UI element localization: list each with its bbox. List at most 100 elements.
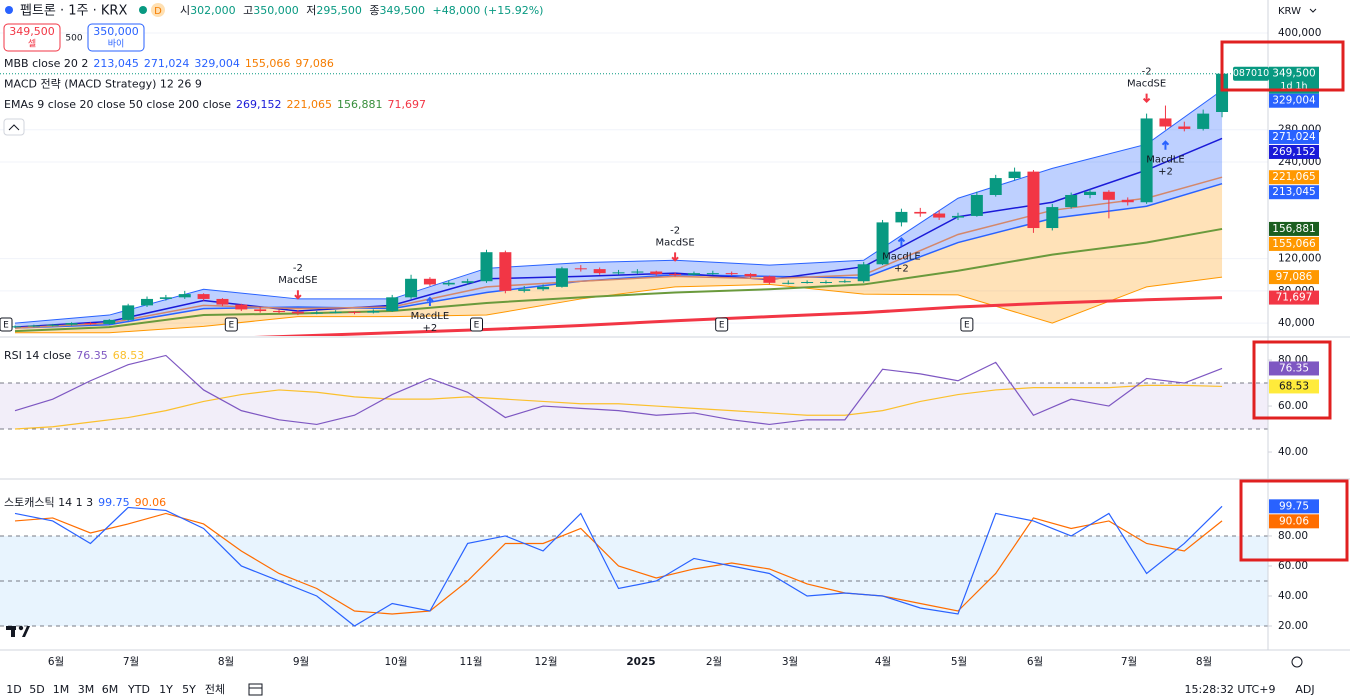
sell-button[interactable]: [3, 23, 61, 52]
range-button[interactable]: 5Y: [182, 683, 196, 696]
earnings-marker[interactable]: [715, 317, 729, 332]
indicator-line: [14, 354, 1223, 426]
legend-value: 213,045: [93, 57, 139, 70]
adj-button[interactable]: ADJ: [1295, 683, 1314, 696]
candle-body: [348, 311, 361, 313]
candle-body: [706, 273, 719, 275]
price-pane: -2MacdSE-2MacdSE-2MacdSEMacdLE+2MacdLE+2…: [0, 32, 1268, 336]
settings-icon[interactable]: [1291, 656, 1303, 668]
y-tick-label: 60.00: [1278, 400, 1308, 412]
buy-label: 바이: [108, 39, 125, 50]
value-tag-label: 76.35: [1279, 362, 1309, 374]
highlight-box: [1220, 40, 1345, 92]
value-tag: [1269, 361, 1319, 376]
legend-value: 97,086: [295, 57, 334, 70]
earnings-marker[interactable]: [224, 317, 238, 332]
candle-body: [122, 305, 135, 320]
collapse-button[interactable]: [3, 118, 25, 136]
currency[interactable]: KRW: [1278, 6, 1301, 17]
range-button[interactable]: 1Y: [159, 683, 173, 696]
candle-body: [103, 319, 116, 324]
calendar-icon[interactable]: [248, 683, 263, 696]
candle-body: [442, 282, 455, 285]
candle-body: [1027, 171, 1040, 229]
candle-body: [838, 281, 851, 283]
candle-body: [197, 294, 210, 299]
buy-button[interactable]: [87, 23, 145, 52]
candle-body: [1008, 171, 1021, 179]
legend-value: 156,881: [337, 98, 383, 111]
x-tick-label: 6월: [48, 656, 64, 668]
value-tag-label: 156,881: [1272, 223, 1315, 235]
candle-body: [518, 289, 531, 291]
legend-value: 76.35: [76, 349, 108, 362]
candle-body: [461, 281, 474, 283]
change: +48,000 (+15.92%): [433, 4, 544, 17]
candle-body: [27, 325, 40, 327]
signal-qty: +2: [1158, 167, 1173, 178]
value: 349,500: [380, 4, 426, 17]
countdown: 1d 1h: [1280, 81, 1307, 92]
range-button[interactable]: 3M: [78, 683, 95, 696]
indicator-line: [14, 227, 1223, 333]
sell-price: 349,500: [9, 25, 55, 38]
candle-body: [631, 271, 644, 273]
candle-body: [1121, 199, 1134, 203]
value-tag: [1269, 129, 1319, 144]
rsi-legend: RSI 14 close 76.35 68.53: [4, 349, 144, 362]
signal-arrow: [1142, 93, 1151, 104]
earnings-marker[interactable]: [470, 317, 483, 332]
label: 저: [306, 4, 316, 17]
range-button[interactable]: 5D: [29, 683, 44, 696]
value-tag: [1269, 379, 1319, 394]
candle-body: [141, 298, 154, 306]
band-fill: [15, 183, 1223, 333]
value: 302,000: [190, 4, 236, 17]
signal-qty: -2: [293, 263, 303, 274]
earnings-marker[interactable]: [960, 317, 974, 332]
value-tag-label: 271,024: [1272, 131, 1316, 143]
sell-label: 셀: [28, 39, 36, 50]
range-button[interactable]: 6M: [102, 683, 119, 696]
range-button[interactable]: 1D: [6, 683, 21, 696]
candle-body: [159, 297, 172, 299]
signal-name: MacdSE: [1127, 79, 1166, 90]
x-tick-label: 5월: [951, 656, 967, 668]
candle-body: [876, 222, 889, 265]
range-button[interactable]: YTD: [127, 683, 150, 696]
signal-name: MacdLE: [411, 311, 450, 322]
status-dot: [139, 6, 147, 14]
earnings-marker[interactable]: [0, 317, 13, 332]
y-tick-label: 80.00: [1278, 530, 1308, 542]
candle-body: [9, 326, 21, 328]
x-tick-label: 2025: [626, 656, 655, 668]
y-tick-label: 40.00: [1278, 446, 1308, 458]
collapse-icon: [8, 124, 20, 131]
value: 350,000: [253, 4, 299, 17]
candle-body: [1140, 118, 1153, 203]
value-tag: [1269, 221, 1319, 236]
value-tag-label: 71,697: [1276, 292, 1313, 304]
legend-value: 68.53: [113, 349, 145, 362]
value-tag-label: 97,086: [1276, 271, 1313, 283]
spread: 500: [65, 34, 82, 44]
candle-body: [235, 304, 248, 310]
range-button[interactable]: 전체: [205, 683, 225, 696]
candle-body: [1046, 207, 1059, 229]
candle-body: [273, 311, 286, 313]
candle-body: [310, 312, 323, 314]
signal-arrow: [1161, 140, 1170, 150]
x-tick-label: 8월: [1196, 656, 1212, 668]
candle-body: [1159, 118, 1172, 127]
indicator-line: [14, 512, 1223, 615]
candle-body: [1065, 194, 1078, 208]
earnings-label: E: [719, 321, 725, 331]
signal-name: MacdLE: [1146, 155, 1185, 166]
value-tag-label: 99.75: [1279, 500, 1309, 512]
candle-body: [650, 271, 663, 274]
range-button[interactable]: 1M: [53, 683, 70, 696]
legend-value: 155,066: [245, 57, 291, 70]
symbol[interactable]: 펩트론 · 1주 · KRX: [20, 4, 127, 19]
candle-body: [989, 178, 1002, 195]
candle-body: [669, 273, 682, 275]
